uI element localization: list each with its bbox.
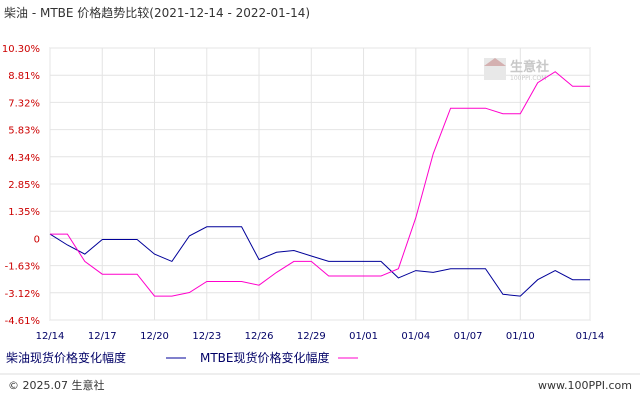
- watermark-brand: 生意社: [510, 59, 549, 75]
- y-tick-label: 5.83%: [8, 126, 40, 137]
- footer-copyright: © 2025.07 生意社: [8, 378, 104, 392]
- x-tick-label: 12/26: [245, 331, 274, 342]
- plot-grid: [49, 47, 591, 321]
- x-tick-label: 12/29: [297, 331, 326, 342]
- y-tick-label: -4.61%: [5, 316, 40, 327]
- x-tick-label: 12/17: [88, 331, 117, 342]
- y-tick-label: 10.30%: [2, 44, 40, 55]
- legend-label-mtbe: MTBE现货价格变化幅度: [200, 350, 330, 365]
- series-line-diesel: [49, 226, 590, 297]
- y-tick-label: 2.85%: [8, 180, 40, 191]
- y-tick-label: 8.81%: [8, 71, 40, 82]
- legend-label-diesel: 柴油现货价格变化幅度: [6, 350, 126, 365]
- x-tick-label: 01/07: [454, 331, 483, 342]
- y-tick-label: -3.12%: [5, 289, 40, 300]
- footer-site: www.100PPI.com: [538, 379, 632, 392]
- x-tick-label: 12/23: [192, 331, 221, 342]
- y-tick-label: 4.34%: [8, 153, 40, 164]
- y-tick-label: -1.63%: [5, 262, 40, 273]
- series-line-mtbe: [50, 71, 590, 297]
- x-tick-label: 01/14: [576, 331, 605, 342]
- y-tick-label: 0: [34, 234, 40, 245]
- x-tick-label: 01/04: [401, 331, 430, 342]
- watermark-sub: 100PPI.COM: [510, 75, 546, 82]
- legend: 柴油现货价格变化幅度 MTBE现货价格变化幅度: [6, 350, 358, 365]
- y-axis-ticks: 10.30% 8.81% 7.32% 5.83% 4.34% 2.85% 1.35% 0 -1.…: [2, 44, 40, 327]
- y-tick-label: 7.32%: [8, 98, 40, 109]
- x-tick-label: 01/01: [349, 331, 378, 342]
- x-tick-label: 01/10: [506, 331, 535, 342]
- y-tick-label: 1.35%: [8, 207, 40, 218]
- x-tick-label: 12/14: [36, 331, 65, 342]
- x-axis-ticks: 12/14 12/17 12/20 12/23 12/26 12/29 01/01 01/04…: [36, 331, 605, 342]
- chart-title: 柴油 - MTBE 价格趋势比较(2021-12-14 - 2022-01-14…: [4, 5, 310, 20]
- plot-series: [49, 71, 590, 297]
- watermark-logo: 生意社 100PPI.COM: [484, 58, 549, 82]
- x-tick-label: 12/20: [140, 331, 169, 342]
- watermark-roof-icon: [484, 58, 506, 66]
